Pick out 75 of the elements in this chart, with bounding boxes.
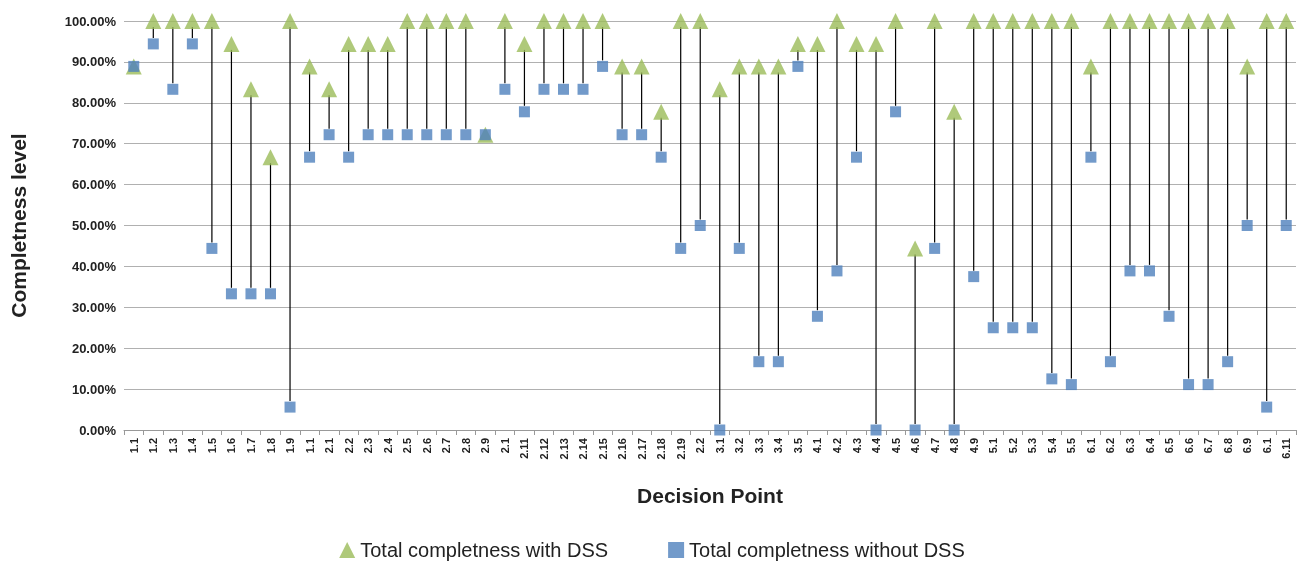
x-tick-label: 5.5 <box>1065 438 1078 454</box>
x-tick-label: 2.2 <box>342 438 355 454</box>
y-tick-label: 50.00% <box>71 218 117 233</box>
x-tick-label: 4.3 <box>850 438 863 454</box>
x-tick-label: 3.5 <box>791 438 804 454</box>
x-tick-label: 1.1 <box>127 438 140 454</box>
x-tick-label: 2.19 <box>674 438 687 460</box>
x-tick-label: 2.15 <box>596 438 609 460</box>
y-tick-label: 20.00% <box>71 340 117 356</box>
x-tick-label: 1.9 <box>284 438 297 454</box>
x-tick-label: 6.3 <box>1123 438 1136 454</box>
x-tick-label: 6.11 <box>1280 438 1293 459</box>
legend-label: Total completness without DSS <box>689 539 965 561</box>
x-tick-label: 1.5 <box>205 438 218 454</box>
x-tick-label: 1.6 <box>225 438 238 454</box>
y-tick-label: 60.00% <box>71 177 117 193</box>
x-tick-label: 4.1 <box>811 438 824 454</box>
y-tick-label: 100.00% <box>64 13 117 29</box>
x-tick-label: 4.8 <box>948 438 961 454</box>
x-tick-label: 1.4 <box>186 437 199 454</box>
x-tick-label: 2.11 <box>518 438 531 459</box>
x-tick-label: 5.4 <box>1045 437 1058 454</box>
x-tick-label: 2.17 <box>635 438 648 460</box>
x-tick-label: 1.7 <box>244 438 257 454</box>
y-tick-label: 70.00% <box>71 136 117 152</box>
x-tick-label: 2.1 <box>498 438 511 454</box>
x-tick-label: 2.3 <box>362 438 375 454</box>
x-tick-label: 3.3 <box>752 438 765 454</box>
y-tick-label: 0.00% <box>79 422 117 438</box>
x-tick-label: 2.2 <box>694 438 707 454</box>
y-tick-label: 40.00% <box>71 258 117 274</box>
x-tick-label: 6.1 <box>1260 438 1273 454</box>
x-tick-label: 4.6 <box>909 438 922 454</box>
x-tick-label: 2.7 <box>440 438 453 454</box>
x-tick-label: 5.2 <box>1006 438 1019 454</box>
x-axis-title: Decision Point <box>637 484 783 507</box>
x-tick-label: 4.4 <box>870 437 883 454</box>
x-tick-label: 2.6 <box>420 438 433 454</box>
x-tick-label: 2.13 <box>557 438 570 460</box>
x-tick-label: 6.6 <box>1182 438 1195 454</box>
x-tick-label: 5.3 <box>1026 438 1039 454</box>
x-tick-label: 2.8 <box>459 438 472 454</box>
x-tick-label: 2.4 <box>381 437 394 454</box>
x-tick-label: 1.2 <box>147 438 160 454</box>
x-tick-label: 3.4 <box>772 437 785 454</box>
y-tick-label: 30.00% <box>71 299 117 315</box>
x-tick-label: 6.2 <box>1104 438 1117 454</box>
x-tick-label: 2.12 <box>537 438 550 460</box>
x-tick-label: 4.7 <box>928 438 941 454</box>
x-tick-label: 2.1 <box>323 438 336 454</box>
x-tick-label: 6.8 <box>1221 438 1234 454</box>
x-tick-label: 2.14 <box>577 437 590 460</box>
x-tick-label: 6.4 <box>1143 437 1156 454</box>
x-tick-label: 6.5 <box>1163 438 1176 454</box>
x-tick-label: 1.3 <box>166 438 179 454</box>
x-tick-label: 4.9 <box>967 438 980 454</box>
x-tick-label: 6.1 <box>1084 438 1097 454</box>
x-tick-label: 3.2 <box>733 438 746 454</box>
x-tick-label: 2.9 <box>479 438 492 454</box>
x-tick-label: 1.1 <box>303 438 316 454</box>
x-tick-label: 1.8 <box>264 438 277 454</box>
x-tick-label: 5.1 <box>987 438 1000 454</box>
y-tick-label: 10.00% <box>71 381 117 397</box>
x-tick-label: 4.5 <box>889 438 902 454</box>
x-tick-label: 2.5 <box>401 438 414 454</box>
y-tick-label: 80.00% <box>71 95 117 111</box>
x-tick-label: 3.1 <box>713 438 726 454</box>
y-axis-title: Completness level <box>7 133 30 318</box>
y-tick-label: 90.00% <box>71 54 117 70</box>
legend-label: Total completness with DSS <box>360 539 609 561</box>
x-tick-label: 6.9 <box>1241 438 1254 454</box>
x-tick-label: 6.7 <box>1202 438 1215 454</box>
x-tick-label: 2.16 <box>616 438 629 460</box>
x-tick-label: 4.2 <box>830 438 843 454</box>
x-tick-label: 2.18 <box>655 438 668 460</box>
